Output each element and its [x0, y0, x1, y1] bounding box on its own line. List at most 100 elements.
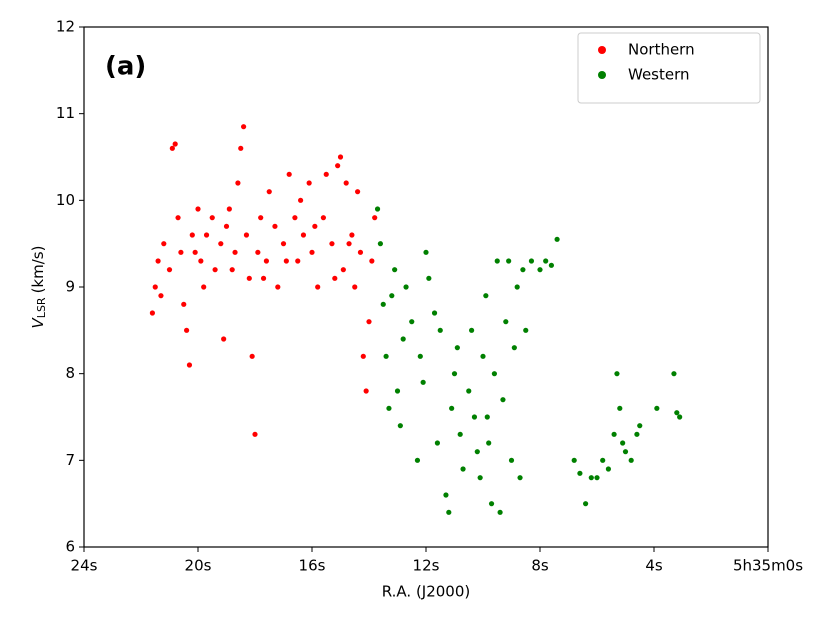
point [434, 440, 440, 446]
point [622, 449, 629, 455]
point [383, 353, 389, 359]
point [343, 180, 349, 186]
point [166, 267, 173, 273]
point [286, 171, 292, 177]
point [511, 345, 517, 351]
point [260, 275, 267, 281]
point [451, 371, 458, 377]
point [175, 215, 181, 221]
point [186, 362, 193, 368]
x-tick-label: 16s [299, 557, 326, 575]
point [588, 475, 594, 481]
point [517, 475, 523, 481]
point [235, 180, 241, 186]
point [258, 215, 264, 221]
point [628, 457, 634, 463]
point [149, 310, 155, 316]
x-tick-label: 4s [645, 557, 663, 575]
point [409, 319, 415, 325]
point [514, 284, 520, 290]
point [600, 457, 606, 463]
point [431, 310, 438, 316]
point [155, 258, 161, 264]
point [400, 336, 406, 342]
point [266, 189, 272, 195]
point [349, 232, 355, 238]
point [449, 405, 455, 411]
point [414, 457, 421, 463]
point [486, 440, 492, 446]
point [340, 267, 346, 273]
point [355, 189, 361, 195]
point [380, 301, 386, 307]
point [352, 284, 358, 290]
point [403, 284, 409, 290]
point [488, 501, 495, 507]
point [212, 267, 218, 273]
point [178, 249, 184, 255]
legend-marker [598, 71, 606, 79]
point [397, 423, 403, 429]
y-axis-label: VLSR (km/s) [29, 246, 49, 329]
point [360, 353, 366, 359]
point [223, 223, 230, 229]
point [554, 236, 560, 242]
y-label-unit: (km/s) [29, 246, 47, 294]
point [634, 431, 640, 437]
point [209, 215, 215, 221]
point [374, 206, 381, 212]
point [372, 215, 378, 221]
point [677, 414, 683, 420]
point [484, 414, 490, 420]
x-tick-label: 12s [413, 557, 440, 575]
point [218, 241, 224, 247]
point [674, 410, 680, 416]
point [243, 232, 250, 238]
point [169, 145, 175, 151]
legend-box [577, 32, 761, 104]
plot-frame [83, 26, 769, 548]
point [377, 241, 383, 247]
point [571, 457, 577, 463]
point [323, 171, 329, 177]
point [357, 249, 364, 255]
point [426, 275, 432, 281]
point [471, 414, 478, 420]
legend-label: Northern [628, 41, 695, 59]
point [181, 301, 187, 307]
series [374, 206, 683, 515]
point [195, 206, 201, 212]
point [198, 258, 204, 264]
y-tick-label: 6 [65, 538, 75, 556]
point [332, 275, 338, 281]
x-axis-label: R.A. (J2000) [382, 583, 471, 601]
y-label-subscript: LSR [35, 297, 48, 318]
point [300, 232, 307, 238]
x-tick-label: 8s [531, 557, 549, 575]
point [201, 284, 207, 290]
point [491, 371, 497, 377]
y-tick-label: 12 [56, 18, 75, 36]
point [189, 232, 195, 238]
point [335, 163, 341, 169]
point [394, 388, 401, 394]
point [152, 284, 158, 290]
point [474, 449, 480, 455]
point [366, 319, 372, 325]
point [363, 388, 369, 394]
point [614, 371, 620, 377]
point [417, 353, 423, 359]
point [283, 258, 289, 264]
point [583, 501, 589, 507]
point [315, 284, 321, 290]
x-tick-label: 20s [185, 557, 212, 575]
y-tick-label: 9 [65, 278, 75, 296]
point [637, 423, 643, 429]
point [506, 258, 512, 264]
point [469, 327, 475, 333]
annotation: (a) [105, 52, 146, 82]
point [420, 379, 426, 385]
x-tick-label: 5h35m0s [733, 557, 803, 575]
point [497, 509, 503, 515]
point [528, 258, 535, 264]
